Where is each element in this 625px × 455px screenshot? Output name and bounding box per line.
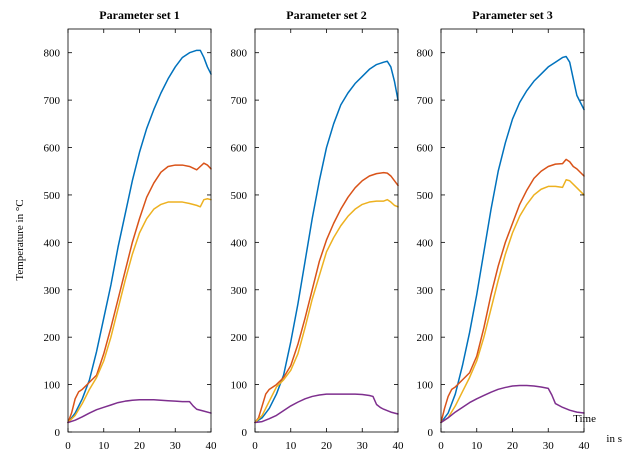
x-tick-label: 10 bbox=[471, 440, 483, 452]
series-line-1 bbox=[440, 55, 585, 424]
x-tick-label: 30 bbox=[170, 440, 182, 452]
y-tick-label: 700 bbox=[44, 95, 61, 107]
x-tick-label: 40 bbox=[579, 440, 591, 452]
x-tick-label: 30 bbox=[543, 440, 555, 452]
chart-panel-1: Parameter set 10100200300400500600700800… bbox=[44, 8, 218, 452]
y-tick-label: 200 bbox=[44, 332, 61, 344]
x-tick-label: 20 bbox=[134, 440, 146, 452]
series-line-4 bbox=[254, 393, 399, 424]
y-tick-label: 200 bbox=[231, 332, 248, 344]
series-line-1 bbox=[67, 49, 212, 424]
x-tick-label: 0 bbox=[252, 440, 258, 452]
x-tick-label: 0 bbox=[438, 440, 444, 452]
y-tick-label: 100 bbox=[231, 380, 248, 392]
x-axis-label-line1: Time bbox=[573, 413, 596, 425]
series-line-4 bbox=[67, 399, 212, 424]
y-tick-label: 700 bbox=[417, 95, 434, 107]
chart-title: Parameter set 1 bbox=[99, 8, 179, 22]
chart-panel-2: Parameter set 20100200300400500600700800… bbox=[231, 8, 405, 452]
series-line-3 bbox=[254, 198, 399, 424]
y-tick-label: 600 bbox=[231, 143, 248, 155]
y-tick-label: 100 bbox=[44, 380, 61, 392]
x-tick-label: 40 bbox=[393, 440, 405, 452]
x-tick-label: 30 bbox=[357, 440, 369, 452]
y-tick-label: 500 bbox=[231, 190, 248, 202]
y-tick-label: 800 bbox=[44, 48, 61, 60]
chart-panel-3: Parameter set 30100200300400500600700800… bbox=[417, 8, 591, 452]
y-tick-label: 300 bbox=[44, 285, 61, 297]
y-tick-label: 100 bbox=[417, 380, 434, 392]
y-tick-label: 700 bbox=[231, 95, 248, 107]
x-tick-label: 10 bbox=[285, 440, 297, 452]
x-tick-label: 40 bbox=[206, 440, 218, 452]
y-tick-label: 0 bbox=[428, 427, 434, 439]
y-axis-label: Temperature in °C bbox=[14, 199, 26, 280]
y-tick-label: 400 bbox=[231, 237, 248, 249]
y-tick-label: 500 bbox=[417, 190, 434, 202]
y-tick-label: 400 bbox=[417, 237, 434, 249]
chart-title: Parameter set 3 bbox=[472, 8, 552, 22]
plot-frame bbox=[67, 28, 212, 433]
y-tick-label: 300 bbox=[231, 285, 248, 297]
plot-frame bbox=[440, 28, 585, 433]
y-tick-label: 0 bbox=[242, 427, 248, 439]
x-axis-label-line2: in s bbox=[606, 433, 622, 445]
y-tick-label: 800 bbox=[417, 48, 434, 60]
x-tick-label: 0 bbox=[65, 440, 71, 452]
y-tick-label: 400 bbox=[44, 237, 61, 249]
y-tick-label: 800 bbox=[231, 48, 248, 60]
y-tick-label: 0 bbox=[55, 427, 61, 439]
series-line-2 bbox=[440, 158, 585, 424]
x-tick-label: 20 bbox=[507, 440, 519, 452]
x-tick-label: 20 bbox=[321, 440, 333, 452]
series-line-2 bbox=[254, 171, 399, 424]
series-line-3 bbox=[440, 179, 585, 424]
y-tick-label: 200 bbox=[417, 332, 434, 344]
chart-title: Parameter set 2 bbox=[286, 8, 366, 22]
series-line-4 bbox=[440, 384, 585, 424]
y-tick-label: 300 bbox=[417, 285, 434, 297]
chart-panels: Parameter set 10100200300400500600700800… bbox=[44, 8, 591, 452]
y-tick-label: 600 bbox=[417, 143, 434, 155]
y-tick-label: 600 bbox=[44, 143, 61, 155]
plot-frame bbox=[254, 28, 399, 433]
x-tick-label: 10 bbox=[98, 440, 110, 452]
series-line-3 bbox=[67, 197, 212, 424]
y-tick-label: 500 bbox=[44, 190, 61, 202]
series-line-2 bbox=[67, 162, 212, 424]
